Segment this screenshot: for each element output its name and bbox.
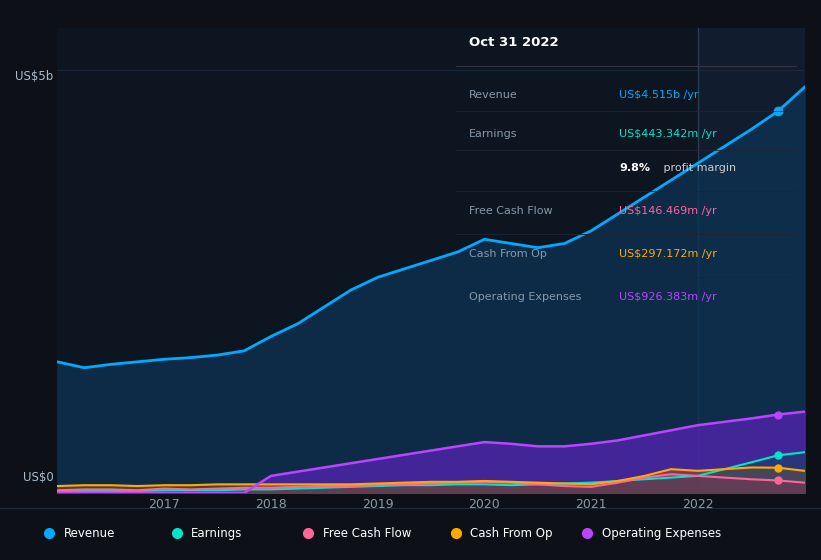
Text: US$0: US$0 <box>23 470 53 483</box>
Text: Earnings: Earnings <box>191 526 243 540</box>
Text: Oct 31 2022: Oct 31 2022 <box>470 36 559 49</box>
Text: profit margin: profit margin <box>660 163 736 172</box>
Text: US$146.469m /yr: US$146.469m /yr <box>619 206 717 216</box>
Text: US$5b: US$5b <box>16 71 53 83</box>
Text: Revenue: Revenue <box>470 90 518 100</box>
Text: Cash From Op: Cash From Op <box>470 526 553 540</box>
Text: US$297.172m /yr: US$297.172m /yr <box>619 249 717 259</box>
Text: Operating Expenses: Operating Expenses <box>470 292 581 302</box>
Text: Operating Expenses: Operating Expenses <box>602 526 721 540</box>
Text: US$926.383m /yr: US$926.383m /yr <box>619 292 717 302</box>
Text: US$4.515b /yr: US$4.515b /yr <box>619 90 699 100</box>
Bar <box>698 28 815 493</box>
Text: Cash From Op: Cash From Op <box>470 249 547 259</box>
Text: Earnings: Earnings <box>470 129 518 139</box>
Text: Revenue: Revenue <box>64 526 116 540</box>
Text: Free Cash Flow: Free Cash Flow <box>470 206 553 216</box>
Text: 9.8%: 9.8% <box>619 163 650 172</box>
Text: Free Cash Flow: Free Cash Flow <box>323 526 411 540</box>
Text: US$443.342m /yr: US$443.342m /yr <box>619 129 717 139</box>
